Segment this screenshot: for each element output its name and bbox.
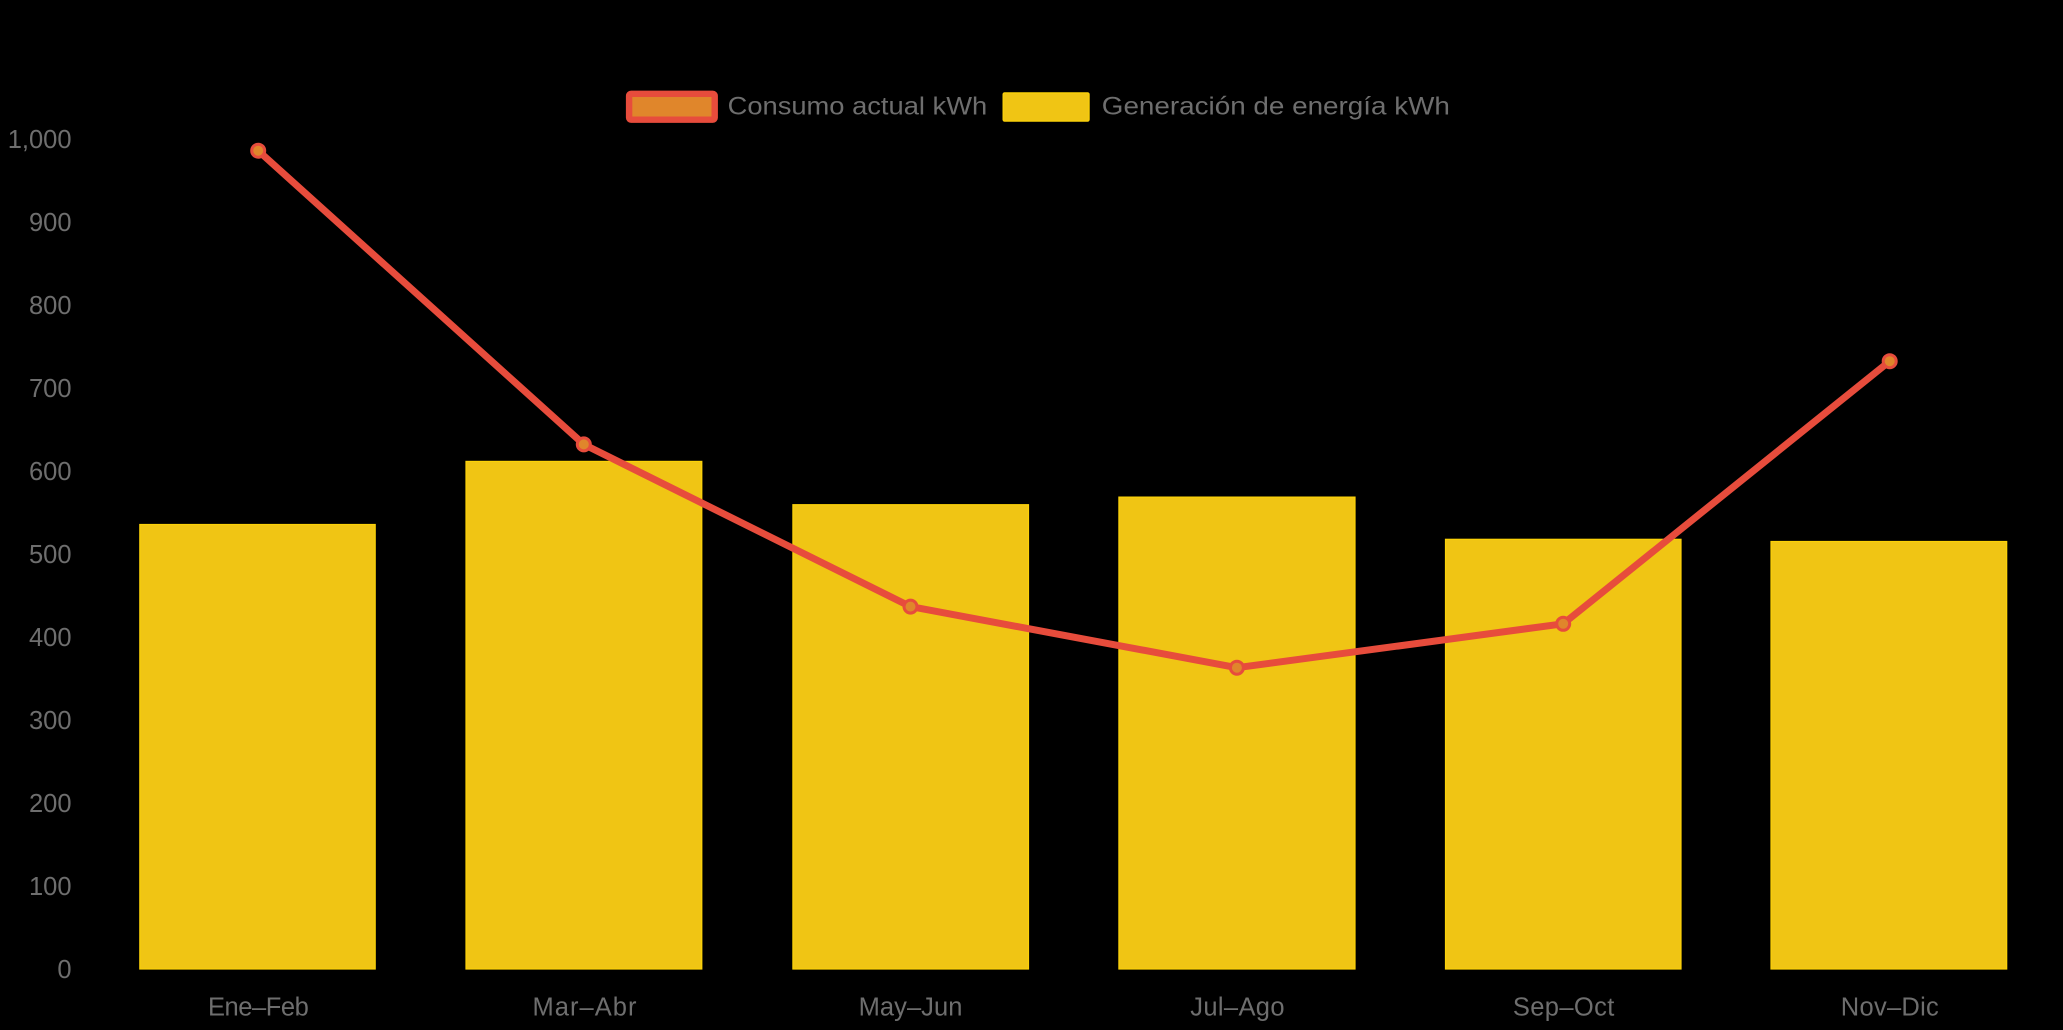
svg-text:300: 300 [29, 707, 72, 735]
svg-text:1,000: 1,000 [8, 126, 72, 154]
svg-text:500: 500 [29, 541, 72, 569]
svg-text:100: 100 [29, 873, 72, 901]
svg-text:Generación de energía kWh: Generación de energía kWh [1102, 92, 1450, 120]
svg-text:400: 400 [29, 624, 72, 652]
svg-text:Ene–Feb: Ene–Feb [208, 994, 309, 1022]
svg-text:700: 700 [29, 375, 72, 403]
svg-text:200: 200 [29, 790, 72, 818]
svg-text:Jul–Ago: Jul–Ago [1190, 994, 1284, 1022]
svg-text:May–Jun: May–Jun [859, 994, 963, 1022]
svg-text:600: 600 [29, 458, 72, 486]
svg-text:Consumo actual kWh: Consumo actual kWh [728, 92, 988, 120]
svg-text:0: 0 [57, 956, 71, 984]
svg-text:800: 800 [29, 292, 72, 320]
svg-text:Nov–Dic: Nov–Dic [1841, 994, 1939, 1022]
svg-text:900: 900 [29, 209, 72, 237]
svg-text:Mar–Abr: Mar–Abr [533, 994, 637, 1022]
svg-text:Sep–Oct: Sep–Oct [1513, 994, 1615, 1022]
